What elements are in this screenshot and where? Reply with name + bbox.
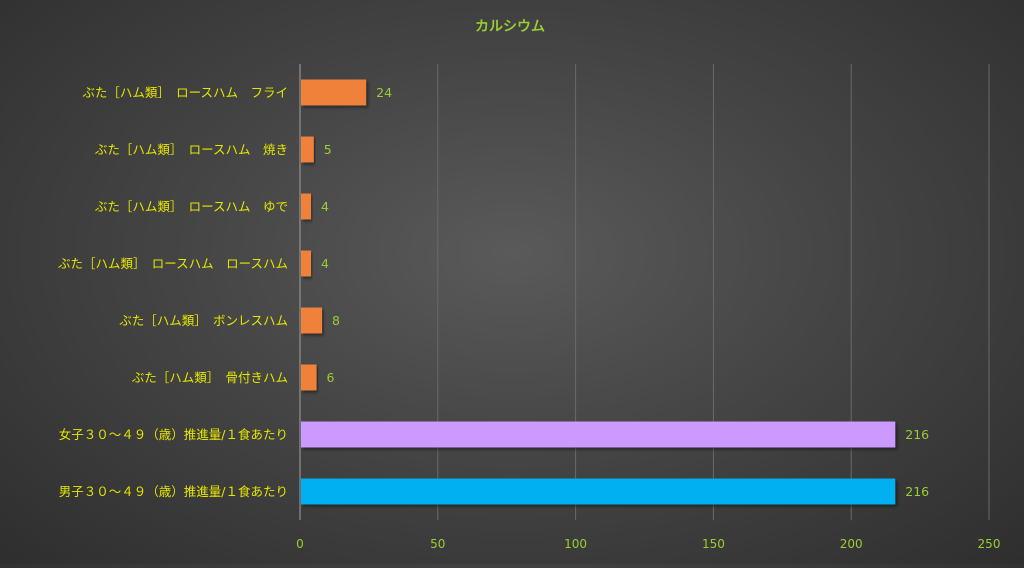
data-label: 216 <box>905 484 929 499</box>
data-label: 5 <box>324 142 332 157</box>
category-label: ぶた［ハム類］ ボンレスハム <box>119 313 288 328</box>
bar <box>301 136 314 163</box>
category-label: ぶた［ハム類］ 骨付きハム <box>132 370 288 385</box>
category-label: 女子３０～４９（歳）推進量/１食あたり <box>59 427 288 442</box>
category-label: ぶた［ハム類］ ロースハム 焼き <box>95 142 288 157</box>
x-tick-label: 100 <box>564 537 587 551</box>
category-label: ぶた［ハム類］ ロースハム ゆで <box>95 199 288 214</box>
chart-title: カルシウム <box>475 19 545 35</box>
data-label: 4 <box>321 199 329 214</box>
bar <box>301 79 367 106</box>
category-label: 男子３０～４９（歳）推進量/１食あたり <box>59 484 288 499</box>
data-label: 216 <box>905 427 929 442</box>
bar <box>301 250 312 277</box>
bar <box>301 478 896 505</box>
category-label: ぶた［ハム類］ ロースハム ロースハム <box>58 256 288 271</box>
x-tick-label: 0 <box>296 537 304 551</box>
x-tick-label: 150 <box>702 537 725 551</box>
bar <box>301 364 317 391</box>
category-label: ぶた［ハム類］ ロースハム フライ <box>82 85 288 100</box>
data-label: 8 <box>332 313 340 328</box>
data-label: 4 <box>321 256 329 271</box>
x-tick-label: 50 <box>430 537 445 551</box>
data-label: 24 <box>376 85 392 100</box>
data-label: 6 <box>327 370 335 385</box>
bar <box>301 307 323 334</box>
bar <box>301 193 312 220</box>
x-tick-label: 250 <box>978 537 1001 551</box>
x-tick-label: 200 <box>840 537 863 551</box>
bar <box>301 421 896 448</box>
